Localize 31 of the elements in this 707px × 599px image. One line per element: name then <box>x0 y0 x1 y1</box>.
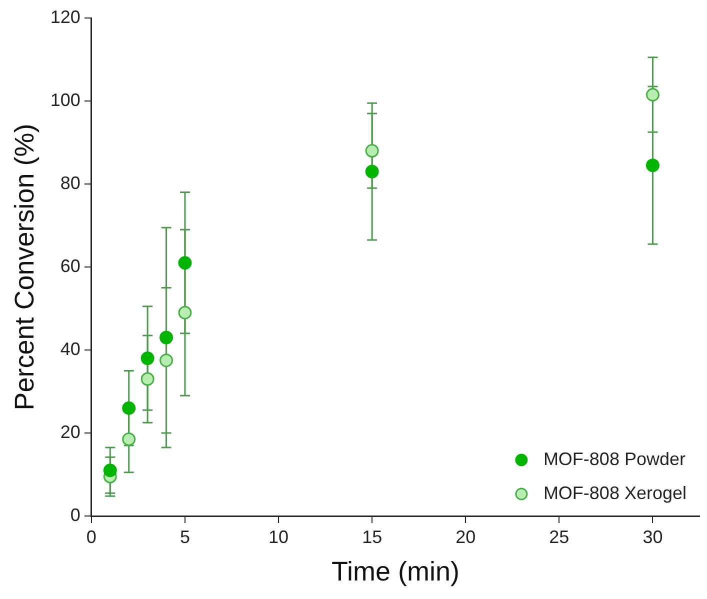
point <box>646 88 660 102</box>
point <box>160 354 174 368</box>
x-tick-label: 15 <box>362 526 382 547</box>
y-tick-label: 100 <box>50 90 80 110</box>
x-tick-label: 10 <box>268 526 289 547</box>
y-tick-label: 60 <box>60 256 80 276</box>
x-axis-title: Time (min) <box>331 556 460 586</box>
x-tick-label: 0 <box>86 526 96 547</box>
point <box>140 372 154 386</box>
x-tick-label: 30 <box>642 526 663 547</box>
y-axis-title: Percent Conversion (%) <box>10 124 40 410</box>
y-tick-label: 0 <box>70 504 80 525</box>
y-tick-label: 120 <box>50 6 80 27</box>
point <box>178 256 192 270</box>
x-tick-label: 20 <box>456 526 476 547</box>
legend-label: MOF-808 Powder <box>543 448 686 469</box>
legend-label: MOF-808 Xerogel <box>543 482 687 503</box>
x-tick-label: 25 <box>549 526 570 547</box>
point <box>646 158 660 172</box>
x-tick-label: 5 <box>180 526 190 547</box>
point <box>365 164 379 178</box>
y-tick-label: 20 <box>60 422 80 442</box>
point <box>103 464 117 478</box>
y-tick-label: 40 <box>60 338 80 359</box>
point <box>160 330 174 344</box>
y-tick-label: 80 <box>60 172 80 193</box>
point <box>140 352 154 366</box>
point <box>178 306 192 320</box>
point <box>122 401 136 415</box>
point <box>365 144 379 158</box>
point <box>122 432 136 446</box>
